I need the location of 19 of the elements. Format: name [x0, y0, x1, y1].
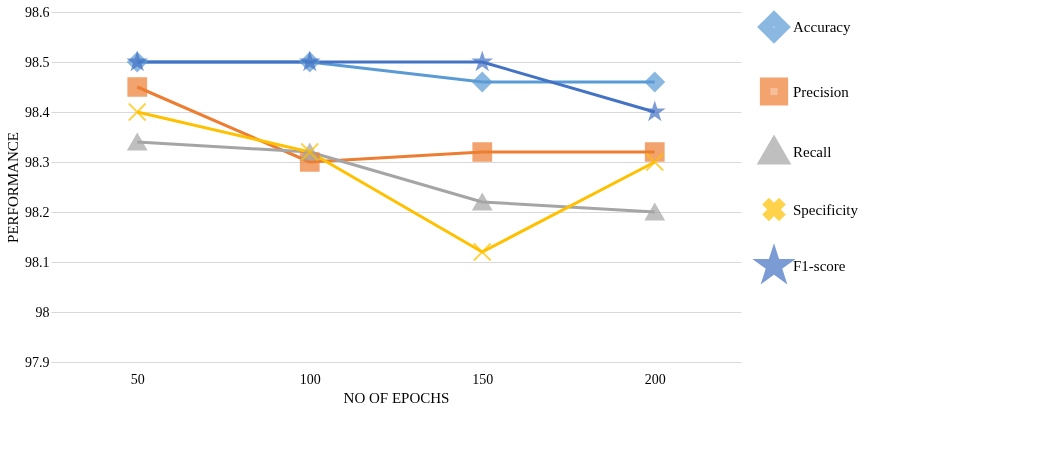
legend-label: F1-score: [793, 258, 846, 274]
y-tick-label: 98.5: [25, 54, 50, 70]
y-tick-label: 98: [35, 304, 50, 320]
legend-label: Recall: [793, 144, 832, 160]
y-axis-title: PERFORMANCE: [5, 132, 21, 243]
y-tick-label: 98.4: [25, 104, 50, 120]
x-tick-label: 100: [299, 371, 321, 387]
y-tick-label: 98.6: [25, 4, 50, 20]
legend-label: Accuracy: [793, 19, 851, 35]
legend-label: Precision: [793, 83, 850, 100]
y-tick-label: 98.2: [25, 204, 50, 220]
x-tick-label: 50: [130, 371, 145, 387]
y-tick-label: 98.3: [25, 154, 50, 170]
legend-label: Specificity: [793, 201, 859, 218]
x-axis-title: NO OF EPOCHS: [343, 389, 450, 406]
x-tick-label: 150: [472, 371, 494, 387]
y-tick-label: 97.9: [25, 354, 50, 370]
y-tick-label: 98.1: [25, 254, 50, 270]
x-tick-label: 200: [644, 371, 666, 387]
